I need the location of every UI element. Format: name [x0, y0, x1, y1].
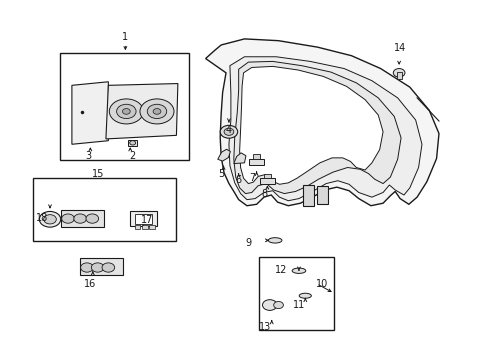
- Text: 5: 5: [218, 168, 224, 179]
- Text: 11: 11: [292, 300, 305, 310]
- Text: 6: 6: [235, 175, 241, 185]
- Bar: [396, 72, 401, 79]
- Polygon shape: [228, 57, 421, 201]
- Circle shape: [74, 214, 86, 223]
- Text: 4: 4: [225, 125, 231, 135]
- Circle shape: [224, 128, 233, 135]
- Bar: [130, 211, 157, 226]
- Text: 1: 1: [122, 32, 128, 42]
- Bar: [302, 185, 313, 206]
- Text: 10: 10: [316, 279, 328, 289]
- Bar: [142, 225, 147, 229]
- Bar: [259, 257, 334, 330]
- Circle shape: [129, 141, 135, 145]
- Polygon shape: [217, 149, 230, 161]
- Bar: [61, 210, 104, 227]
- Ellipse shape: [291, 268, 305, 273]
- Bar: [260, 178, 274, 184]
- Text: 13: 13: [259, 322, 271, 332]
- Text: 12: 12: [274, 265, 286, 275]
- Text: 16: 16: [83, 279, 96, 289]
- Polygon shape: [239, 66, 382, 184]
- Circle shape: [147, 104, 166, 118]
- Text: 17: 17: [141, 215, 153, 225]
- Ellipse shape: [299, 293, 311, 298]
- Circle shape: [61, 214, 74, 223]
- Text: 3: 3: [85, 151, 91, 161]
- Circle shape: [122, 109, 130, 114]
- Bar: [60, 53, 188, 160]
- Text: 7: 7: [249, 173, 255, 183]
- Circle shape: [102, 263, 115, 272]
- Circle shape: [86, 214, 99, 223]
- Circle shape: [262, 300, 277, 310]
- Text: 2: 2: [129, 151, 136, 161]
- Text: 15: 15: [91, 168, 103, 179]
- Circle shape: [153, 109, 161, 114]
- Text: 18: 18: [36, 212, 48, 222]
- Circle shape: [109, 99, 143, 124]
- Bar: [134, 225, 140, 229]
- Bar: [33, 178, 176, 241]
- Text: 14: 14: [393, 43, 406, 53]
- Circle shape: [43, 215, 56, 224]
- Bar: [317, 186, 327, 204]
- Bar: [127, 140, 136, 146]
- Polygon shape: [233, 153, 245, 163]
- Polygon shape: [72, 82, 108, 144]
- Circle shape: [116, 104, 136, 118]
- Polygon shape: [205, 39, 438, 206]
- Circle shape: [39, 211, 61, 227]
- Polygon shape: [233, 62, 400, 194]
- Text: 9: 9: [245, 238, 251, 248]
- Polygon shape: [106, 84, 178, 139]
- Bar: [80, 258, 123, 275]
- Circle shape: [220, 125, 237, 138]
- Circle shape: [81, 263, 93, 272]
- Circle shape: [140, 99, 174, 124]
- Bar: [249, 158, 264, 165]
- Ellipse shape: [268, 238, 282, 243]
- Bar: [135, 213, 152, 224]
- Text: 8: 8: [261, 189, 266, 199]
- Bar: [149, 225, 155, 229]
- Circle shape: [273, 301, 283, 309]
- Circle shape: [91, 263, 104, 272]
- Bar: [253, 154, 260, 158]
- Circle shape: [392, 68, 404, 77]
- Bar: [264, 174, 270, 178]
